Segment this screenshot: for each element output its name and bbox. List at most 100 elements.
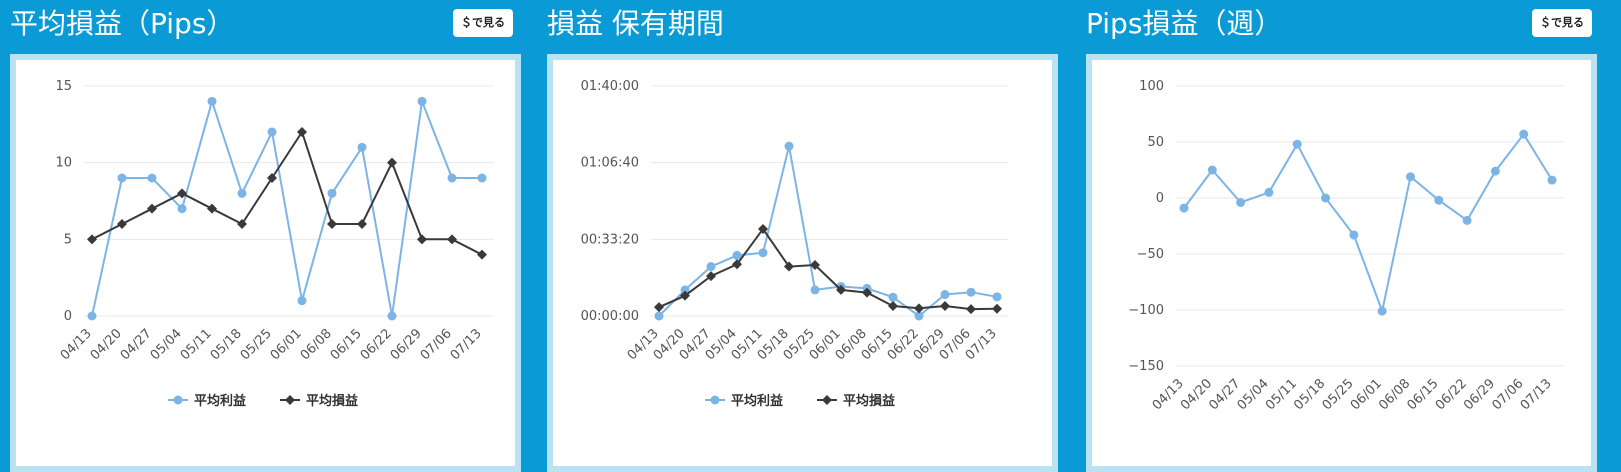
- x-tick-label: 05/04: [148, 326, 185, 363]
- data-point: [237, 219, 247, 229]
- x-tick-label: 04/20: [88, 326, 125, 363]
- data-point: [327, 188, 337, 198]
- series-line: [658, 145, 998, 318]
- x-tick-label: 07/06: [418, 326, 455, 363]
- data-point: [758, 248, 768, 258]
- legend: 平均利益 平均損益: [705, 393, 895, 409]
- legend-label: 平均利益: [194, 393, 246, 409]
- data-point: [147, 203, 157, 214]
- legend-label: 平均損益: [306, 393, 358, 409]
- data-point: [207, 203, 217, 214]
- data-point: [940, 301, 950, 312]
- x-tick-label: 06/08: [1376, 376, 1413, 413]
- data-point: [207, 96, 217, 106]
- data-point: [758, 223, 768, 234]
- y-tick-label: 0: [1156, 191, 1164, 206]
- panel-avg-pips: 平均損益（Pips） ＄で見る 0 5 10 15 04/13 04/20 04/27 05/…: [10, 0, 521, 472]
- data-point: [417, 234, 427, 245]
- data-point: [117, 219, 127, 229]
- y-tick-label: 0: [64, 309, 72, 324]
- data-point: [1405, 172, 1415, 182]
- data-point: [914, 311, 924, 321]
- data-point: [447, 173, 457, 183]
- series-2: [654, 223, 1002, 315]
- y-tick-label: 01:06:40: [581, 156, 639, 171]
- x-tick-label: 04/27: [1206, 376, 1243, 413]
- legend-marker: [285, 395, 295, 405]
- data-point: [732, 250, 742, 260]
- x-tick-label: 04/20: [1178, 376, 1215, 413]
- data-point: [992, 292, 1002, 302]
- data-point: [267, 173, 277, 183]
- y-tick-label: 5: [64, 232, 72, 247]
- panel-title: 平均損益（Pips）: [10, 7, 235, 40]
- x-tick-label: 05/04: [1235, 376, 1272, 413]
- data-point: [888, 301, 898, 312]
- data-point: [177, 204, 187, 214]
- data-point: [357, 219, 367, 229]
- data-point: [1264, 187, 1274, 197]
- data-point: [914, 303, 924, 314]
- data-point: [117, 173, 127, 183]
- x-axis: 04/1304/2004/2705/0405/1105/1805/2506/01…: [1150, 376, 1555, 413]
- data-point: [447, 234, 457, 245]
- y-tick-label: 10: [55, 156, 72, 171]
- x-tick-label: 05/11: [178, 326, 215, 363]
- series-line: [91, 97, 482, 317]
- y-tick-label: 00:00:00: [581, 309, 639, 324]
- x-tick-label: 04/27: [118, 326, 155, 363]
- series-line: [91, 129, 483, 256]
- y-tick-label: 100: [1139, 79, 1164, 94]
- data-point: [654, 311, 664, 321]
- data-point: [862, 287, 872, 298]
- y-axis: −150 −100 −50 0 50 100: [1128, 79, 1564, 374]
- legend-marker: [822, 395, 832, 405]
- x-tick-label: 06/08: [298, 326, 335, 363]
- legend-label: 平均利益: [731, 393, 783, 409]
- y-axis: 00:00:00 00:33:20 01:06:40 01:40:00: [581, 79, 1009, 324]
- x-tick-label: 07/13: [448, 326, 485, 363]
- data-point: [1490, 166, 1500, 176]
- panel-holding-time: 損益 保有期間 00:00:00 00:33:20 01:06:40 01:40:00…: [547, 0, 1058, 472]
- x-tick-label: 05/18: [1291, 376, 1328, 413]
- y-tick-label: 50: [1147, 135, 1164, 150]
- data-point: [732, 259, 742, 270]
- data-point: [1292, 139, 1302, 149]
- data-point: [1547, 175, 1557, 185]
- data-point: [297, 127, 307, 137]
- x-tick-label: 06/29: [1461, 376, 1498, 413]
- chart-frame: 00:00:00 00:33:20 01:06:40 01:40:00 04/13 04/…: [547, 54, 1058, 472]
- y-tick-label: −50: [1137, 247, 1164, 262]
- data-point: [706, 262, 716, 272]
- data-point: [784, 141, 794, 151]
- data-point: [417, 96, 427, 106]
- x-tick-label: 06/15: [328, 326, 365, 363]
- x-axis: 04/1304/2004/2705/0405/1105/1805/2506/01…: [625, 326, 1000, 363]
- legend-label: 平均損益: [843, 393, 895, 409]
- usd-view-button[interactable]: ＄で見る: [1532, 9, 1592, 37]
- data-point: [992, 303, 1002, 314]
- data-point: [147, 173, 157, 183]
- y-tick-label: 01:40:00: [581, 79, 639, 94]
- data-point: [1377, 306, 1387, 316]
- data-point: [888, 292, 898, 302]
- y-tick-label: −150: [1128, 359, 1164, 374]
- y-tick-label: 00:33:20: [581, 232, 639, 247]
- data-point: [680, 285, 690, 295]
- legend: 平均利益 平均損益: [168, 393, 358, 409]
- panel-title: Pips損益（週）: [1086, 7, 1283, 40]
- data-point: [966, 287, 976, 297]
- data-point: [1519, 129, 1529, 139]
- data-point: [387, 311, 397, 321]
- series-1: [654, 141, 1002, 321]
- x-tick-label: 04/13: [58, 326, 95, 363]
- usd-view-button[interactable]: ＄で見る: [453, 9, 513, 37]
- x-tick-label: 05/18: [208, 326, 245, 363]
- x-tick-label: 06/01: [268, 326, 305, 363]
- data-point: [940, 290, 950, 300]
- x-tick-label: 06/22: [1433, 376, 1470, 413]
- series-1: [87, 96, 487, 321]
- data-point: [784, 261, 794, 272]
- legend-marker: [173, 395, 183, 405]
- data-point: [1321, 193, 1331, 203]
